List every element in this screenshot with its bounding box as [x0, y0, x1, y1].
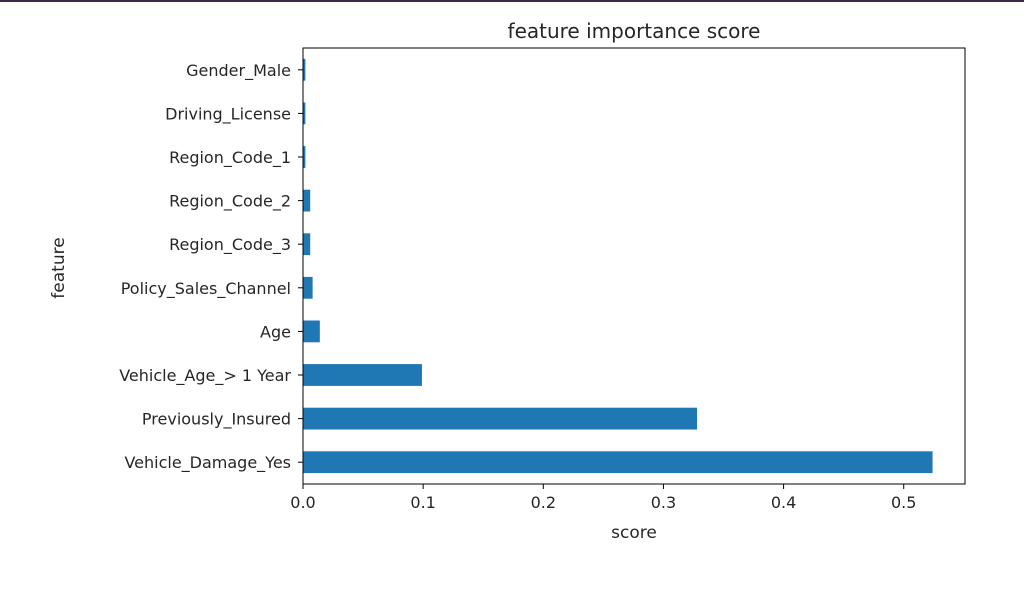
y-tick-label-2: Vehicle_Age_> 1 Year [119, 366, 291, 386]
bar-6 [303, 189, 311, 212]
x-tick-label-4: 0.4 [771, 493, 796, 512]
y-tick-label-1: Previously_Insured [142, 410, 291, 430]
chart-title: feature importance score [508, 19, 761, 43]
bar-2 [303, 364, 422, 386]
x-tick-label-3: 0.3 [651, 493, 676, 512]
y-tick-label-3: Age [260, 322, 291, 341]
y-axis-label: feature [49, 237, 69, 298]
y-tick-label-9: Gender_Male [186, 61, 291, 81]
bar-4 [303, 276, 313, 299]
x-tick-label-5: 0.5 [891, 493, 916, 512]
bar-8 [303, 102, 306, 125]
y-tick-label-8: Driving_License [165, 104, 291, 124]
bars-layer [303, 58, 933, 474]
x-tick-label-0: 0.0 [290, 493, 315, 512]
y-tick-label-4: Policy_Sales_Channel [121, 279, 291, 299]
bar-7 [303, 146, 306, 168]
x-tick-label-1: 0.1 [410, 493, 435, 512]
bar-1 [303, 407, 698, 430]
bar-5 [303, 233, 311, 256]
y-tick-label-7: Region_Code_1 [169, 148, 291, 168]
top-border-line [0, 0, 1024, 2]
x-axis-label: score [611, 523, 657, 543]
bar-0 [303, 451, 933, 474]
y-tick-label-5: Region_Code_3 [169, 235, 291, 255]
x-tick-label-2: 0.2 [531, 493, 556, 512]
bar-9 [303, 58, 306, 81]
plot-frame [302, 47, 966, 485]
bar-3 [303, 320, 320, 343]
y-tick-label-6: Region_Code_2 [169, 192, 291, 212]
ticks-layer: Vehicle_Damage_Yes Previously_Insured Vehi… [119, 61, 916, 512]
y-tick-label-0: Vehicle_Damage_Yes [124, 453, 291, 473]
